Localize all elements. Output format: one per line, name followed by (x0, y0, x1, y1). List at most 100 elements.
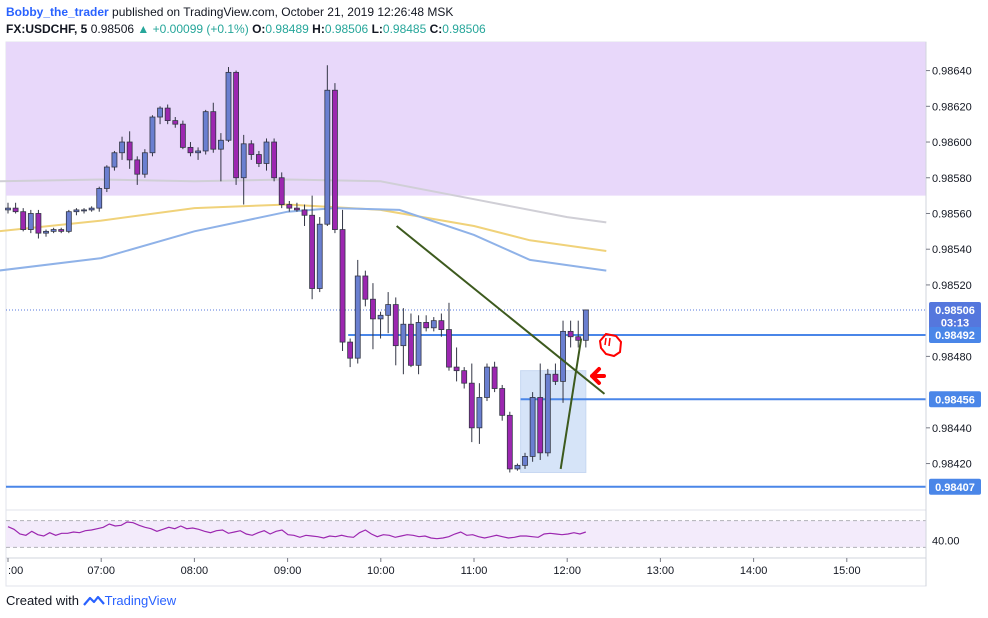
price-tag-label: 0.98456 (935, 394, 975, 406)
x-tick-label: 12:00 (553, 565, 581, 577)
candle-body (476, 397, 483, 429)
candle-body (544, 373, 551, 454)
candle-body (552, 373, 559, 382)
x-tick-label: 09:00 (274, 565, 302, 577)
x-tick-label: 13:00 (647, 565, 675, 577)
x-tick-label: 11:00 (461, 565, 488, 577)
horizontal-levels[interactable] (6, 309, 926, 488)
candle (385, 292, 392, 334)
author-name[interactable]: Bobby_the_trader (6, 5, 109, 19)
candle (339, 209, 346, 352)
candle-body (103, 166, 110, 189)
candle-body (248, 143, 255, 155)
candle-body (202, 111, 209, 152)
candlestick-series (5, 65, 589, 473)
candle (324, 65, 331, 226)
candle-body (240, 143, 247, 179)
candle-body (347, 341, 354, 359)
change-arrow-icon: ▲ (137, 22, 150, 36)
y-tick-label: 0.98600 (932, 137, 972, 149)
candle (119, 136, 125, 160)
candle-body (35, 213, 42, 234)
candle (141, 149, 148, 178)
y-tick-label: 0.98480 (932, 351, 972, 363)
candle-body (256, 154, 262, 164)
trendline[interactable] (559, 338, 583, 470)
price-tag-label: 0.98407 (935, 482, 975, 494)
price-axis[interactable]: 0.98640 0.98620 0.98600 0.98580 0.98560 0.985… (926, 66, 972, 471)
candle (453, 347, 460, 382)
candle (354, 259, 361, 364)
price-tag: 0.98456 (929, 391, 981, 408)
trendlines[interactable] (396, 225, 606, 470)
candle-body (301, 209, 308, 216)
rsi-line (7, 521, 586, 540)
candle (240, 134, 247, 205)
candle (514, 463, 521, 471)
x-tick-label: 14:00 (740, 565, 768, 577)
candle (392, 297, 399, 366)
candle-body (400, 323, 407, 347)
candle (233, 70, 239, 185)
tradingview-brand[interactable]: TradingView (104, 593, 177, 608)
candle (195, 147, 201, 160)
candle-body (514, 464, 521, 470)
publish-text: published on TradingView.com, October 21… (112, 5, 454, 19)
candle (81, 208, 87, 214)
candle (529, 392, 536, 462)
candle (35, 209, 42, 239)
tradingview-logo-icon[interactable] (82, 595, 105, 610)
candle (370, 283, 376, 350)
symbol-legend: FX:USDCHF, 5 0.98506 ▲ +0.00099 (+0.1%) … (6, 22, 486, 36)
y-tick-label: 0.98420 (932, 459, 972, 471)
candle (157, 106, 163, 125)
candle (73, 208, 80, 216)
candle (446, 302, 452, 371)
candle (415, 315, 422, 375)
price-tag-label: 0.98492 (935, 330, 975, 342)
y-tick-label: 0.98580 (932, 173, 972, 185)
price-tag: 0.98407 (929, 478, 981, 495)
candle (149, 115, 156, 157)
candle-body (309, 214, 316, 289)
arrow-left-icon (590, 367, 606, 385)
candle (134, 156, 141, 185)
candle-body (332, 89, 338, 230)
candle (332, 83, 338, 234)
pointing-hand-icon (598, 332, 623, 358)
candle (256, 150, 262, 168)
footer: Created with TradingView (6, 593, 176, 610)
candle (567, 320, 574, 348)
candle-body (415, 322, 422, 366)
rsi-pane: 40.00 (6, 520, 960, 548)
candle (560, 320, 566, 403)
symbol-label: FX:USDCHF, 5 (6, 22, 88, 36)
candle (164, 104, 171, 125)
candle (179, 120, 186, 150)
candle-body (392, 304, 399, 347)
time-axis[interactable]: :00 07:00 08:00 09:00 10:00 11:00 12:00 13:00 14… (7, 558, 861, 577)
candle-body (81, 209, 87, 212)
close-label: C: (429, 22, 443, 36)
candle (438, 313, 445, 337)
price-tag-bg (929, 301, 981, 318)
high-label: H: (312, 22, 325, 36)
candle-body (461, 370, 468, 384)
candle-body (263, 141, 270, 164)
close-value: 0.98506 (442, 22, 486, 36)
candle-body (271, 141, 278, 179)
candle (294, 202, 300, 212)
candle (316, 217, 323, 293)
trendline[interactable] (396, 225, 606, 395)
candle-body (225, 71, 232, 141)
price-chart[interactable]: 40.00 0.98640 0.98620 0.98600 0.98580 0.9856… (0, 0, 988, 590)
candle (286, 200, 293, 212)
candle-body (126, 141, 133, 161)
y-tick-label: 0.98540 (932, 244, 972, 256)
candle-body (560, 330, 566, 382)
candle-body (582, 309, 589, 341)
x-tick-label: :00 (8, 565, 23, 577)
candle-body (111, 152, 118, 168)
candle (12, 202, 19, 214)
